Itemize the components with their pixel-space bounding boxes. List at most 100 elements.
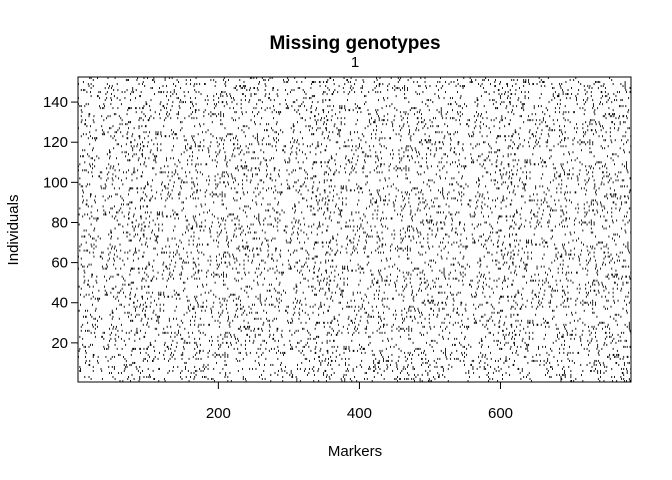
missing-cell [480,315,482,318]
missing-cell [142,205,144,208]
missing-cell [190,303,191,306]
missing-cell [364,247,366,250]
missing-cell [528,371,530,374]
missing-cell [130,187,132,190]
missing-cell [163,309,165,312]
missing-cell [308,253,310,256]
missing-cell [179,177,181,180]
missing-cell [247,259,249,262]
missing-cell [564,249,566,252]
missing-cell [381,277,383,280]
missing-cell [507,185,509,188]
missing-cell [442,367,444,370]
missing-cell [600,267,601,270]
missing-cell [311,191,313,194]
missing-cell [410,209,412,212]
missing-cell [533,213,534,216]
missing-cell [386,259,388,262]
missing-cell [328,375,330,378]
missing-cell [385,283,387,286]
missing-cell [155,173,157,176]
missing-cell [588,349,590,352]
missing-cell [410,211,412,214]
missing-cell [194,311,196,314]
missing-cell [493,311,495,314]
missing-cell [478,341,480,344]
missing-cell [144,285,146,288]
missing-cell [484,361,486,364]
missing-cell [554,289,556,292]
missing-cell [85,309,86,312]
missing-cell [132,361,134,364]
missing-cell [311,177,313,180]
missing-cell [141,175,143,178]
missing-cell [409,225,410,228]
missing-cell [555,279,557,282]
missing-cell [578,221,580,224]
missing-cell [552,341,554,344]
missing-cell [181,265,183,268]
missing-cell [402,289,404,292]
missing-cell [625,295,627,298]
missing-cell [209,231,211,234]
missing-cell [445,327,446,330]
missing-cell [519,213,521,216]
missing-cell [495,205,496,208]
missing-cell [609,187,611,190]
missing-cell [276,327,278,330]
missing-cell [444,223,446,226]
missing-cell [84,235,86,238]
missing-cell [226,331,228,334]
missing-cell [494,183,496,186]
missing-cell [195,341,197,344]
missing-cell [177,173,179,176]
missing-cell [230,239,232,242]
missing-cell [280,193,282,196]
missing-cell [142,323,144,326]
missing-cell [252,223,254,226]
missing-cell [308,225,310,228]
missing-cell [333,329,334,332]
missing-cell [424,317,426,320]
missing-cell [576,297,578,300]
missing-cell [390,345,391,348]
missing-cell [577,177,579,180]
missing-cell [132,187,134,190]
missing-cell [431,219,433,222]
missing-cell [148,325,150,328]
missing-cell [390,245,391,248]
missing-cell [445,301,446,304]
missing-cell [470,363,472,366]
missing-cell [246,179,248,182]
missing-cell [197,243,198,246]
missing-cell [383,323,385,326]
missing-cell [235,223,236,226]
missing-cell [161,223,163,226]
missing-cell [419,377,421,380]
missing-cell [328,185,330,188]
missing-cell [588,303,589,306]
missing-cell [297,269,298,272]
missing-cell [385,359,387,362]
missing-cell [79,335,81,338]
missing-cell [354,189,356,192]
missing-cell [213,193,215,196]
missing-cell [135,331,137,334]
missing-cell [383,369,385,372]
missing-cell [182,281,184,284]
missing-cell [559,351,561,354]
missing-cell [275,265,277,268]
missing-cell [93,317,95,320]
missing-cell [318,321,320,324]
missing-cell [535,187,537,190]
missing-cell [596,209,598,212]
missing-cell [110,275,112,278]
missing-cell [107,177,109,180]
missing-cell [610,341,612,344]
missing-cell [398,247,400,250]
missing-cell [269,325,271,328]
missing-cell [602,261,604,264]
missing-cell [612,195,614,198]
missing-cell [144,309,146,312]
missing-cell [295,329,297,332]
